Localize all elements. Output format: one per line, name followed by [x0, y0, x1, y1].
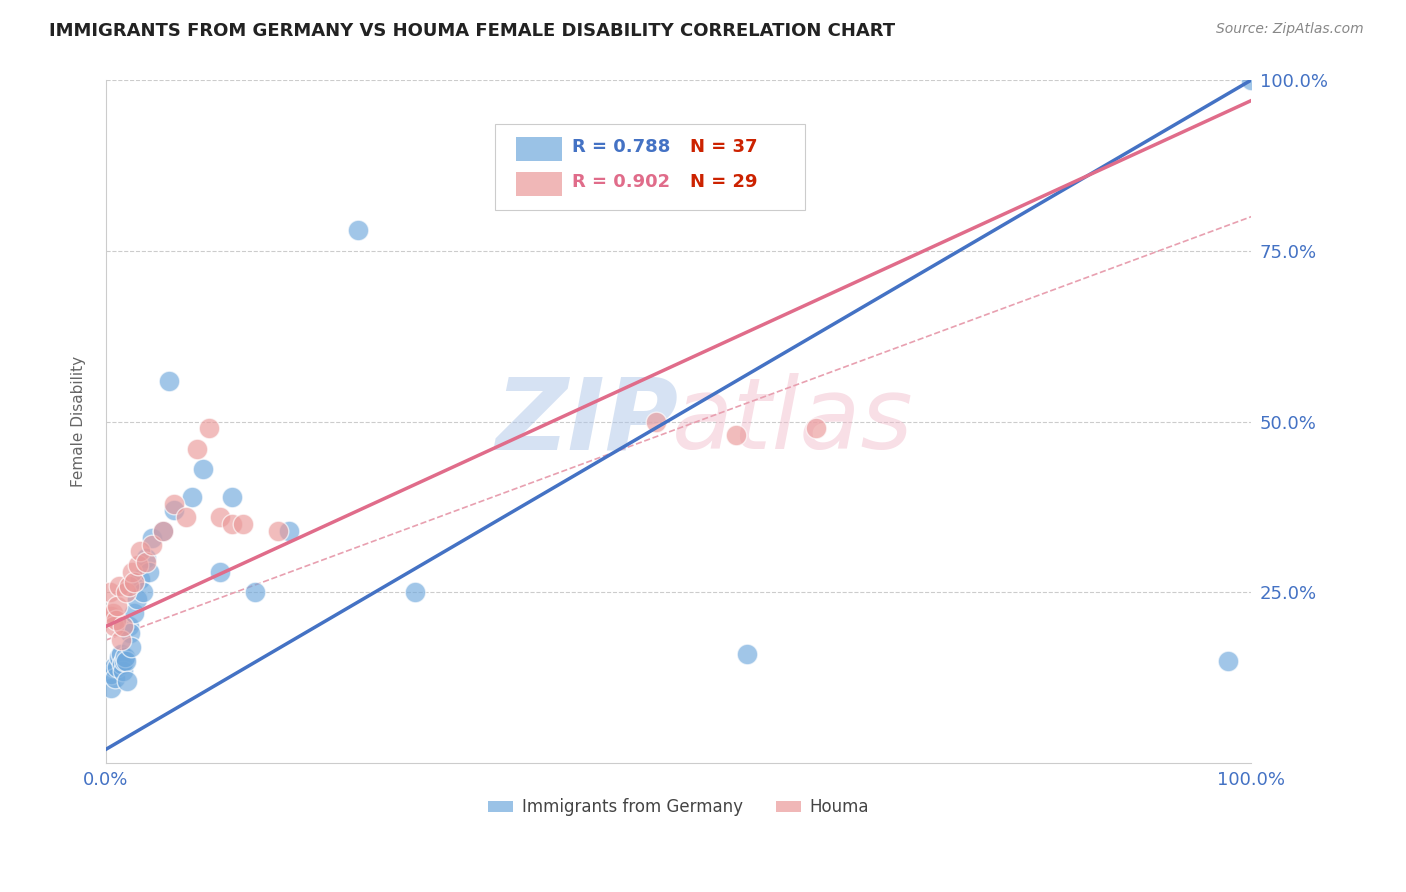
Point [111, 664, 134, 678]
Point [804, 421, 827, 435]
Point [198, 421, 221, 435]
Point [111, 657, 134, 671]
Point [221, 516, 243, 531]
Point [135, 555, 157, 569]
Point [100, 609, 122, 624]
Point [1218, 654, 1240, 668]
Point [138, 565, 160, 579]
Point [209, 565, 232, 579]
Point [180, 490, 202, 504]
FancyBboxPatch shape [516, 172, 561, 196]
Point [112, 654, 135, 668]
Point [121, 565, 143, 579]
Text: ZIP: ZIP [495, 373, 678, 470]
Point [105, 599, 128, 613]
Point [266, 524, 288, 538]
Point [115, 654, 138, 668]
Point [124, 606, 146, 620]
Point [163, 503, 186, 517]
Text: atlas: atlas [672, 373, 914, 470]
Text: N = 37: N = 37 [690, 138, 758, 156]
Point [209, 510, 232, 524]
Point [118, 626, 141, 640]
Legend: Immigrants from Germany, Houma: Immigrants from Germany, Houma [482, 792, 876, 823]
Point [163, 496, 186, 510]
Point [152, 524, 174, 538]
Point [278, 524, 301, 538]
Point [404, 585, 426, 599]
Point [117, 674, 139, 689]
Point [103, 660, 125, 674]
Point [735, 647, 758, 661]
Point [132, 585, 155, 599]
Point [105, 613, 128, 627]
Point [141, 537, 163, 551]
Point [129, 572, 152, 586]
Point [108, 650, 131, 665]
Point [117, 578, 139, 592]
Point [127, 558, 149, 572]
Point [157, 374, 180, 388]
Text: IMMIGRANTS FROM GERMANY VS HOUMA FEMALE DISABILITY CORRELATION CHART: IMMIGRANTS FROM GERMANY VS HOUMA FEMALE … [49, 22, 896, 40]
Point [111, 619, 134, 633]
Point [232, 516, 254, 531]
Point [125, 592, 148, 607]
Point [120, 640, 142, 654]
Point [135, 551, 157, 566]
Point [115, 585, 138, 599]
Point [174, 510, 197, 524]
Point [100, 681, 122, 695]
Point [152, 524, 174, 538]
Point [186, 442, 208, 456]
Point [221, 490, 243, 504]
Point [103, 619, 125, 633]
Point [124, 575, 146, 590]
Point [110, 647, 132, 661]
Point [644, 415, 666, 429]
Point [191, 462, 214, 476]
Point [724, 428, 747, 442]
Y-axis label: Female Disability: Female Disability [72, 356, 86, 487]
Text: N = 29: N = 29 [690, 173, 758, 192]
Point [108, 578, 131, 592]
Point [100, 667, 122, 681]
Point [1240, 73, 1263, 87]
Point [346, 223, 368, 237]
Point [141, 531, 163, 545]
Point [117, 619, 139, 633]
Point [114, 650, 136, 665]
Point [110, 633, 132, 648]
FancyBboxPatch shape [516, 136, 561, 161]
Text: R = 0.788: R = 0.788 [572, 138, 671, 156]
FancyBboxPatch shape [495, 124, 804, 210]
Point [104, 671, 127, 685]
Text: R = 0.902: R = 0.902 [572, 173, 671, 192]
Point [243, 585, 266, 599]
Point [101, 606, 124, 620]
Text: Source: ZipAtlas.com: Source: ZipAtlas.com [1216, 22, 1364, 37]
Point [98, 585, 121, 599]
Point [105, 660, 128, 674]
Point [129, 544, 152, 558]
